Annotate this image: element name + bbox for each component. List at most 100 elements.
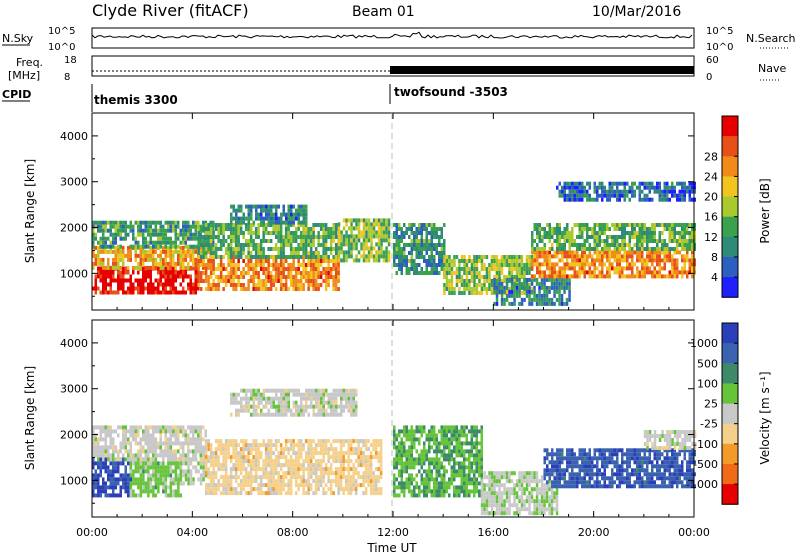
range-cell <box>395 231 398 235</box>
range-cell <box>329 271 333 275</box>
range-cell <box>623 250 626 255</box>
range-cell <box>618 193 621 198</box>
range-cell <box>347 439 350 444</box>
range-cell <box>470 263 474 267</box>
range-cell <box>359 455 363 460</box>
range-cell <box>182 240 185 245</box>
range-cell <box>197 445 200 450</box>
range-cell <box>297 255 300 259</box>
range-cell <box>194 469 198 474</box>
range-cell <box>114 261 117 266</box>
range-cell <box>483 267 486 271</box>
range-cell <box>463 263 466 267</box>
range-cell <box>558 231 561 235</box>
range-cell <box>334 231 338 235</box>
range-cell <box>279 455 283 460</box>
range-cell <box>626 262 629 267</box>
range-cell <box>362 439 365 444</box>
range-cell <box>686 258 689 263</box>
range-cell <box>523 263 526 267</box>
range-cell <box>202 425 205 430</box>
range-cell <box>240 408 243 413</box>
range-cell <box>498 275 501 279</box>
range-cell <box>259 239 263 243</box>
range-cell <box>362 475 365 480</box>
range-cell <box>571 262 574 267</box>
range-cell <box>510 267 514 271</box>
range-cell <box>192 449 195 454</box>
range-cell <box>340 246 343 251</box>
range-cell <box>543 285 546 290</box>
range-cell <box>583 247 586 251</box>
range-cell <box>588 185 591 190</box>
range-cell <box>169 257 172 262</box>
range-cell <box>591 235 594 239</box>
range-cell <box>553 281 556 286</box>
range-cell <box>603 250 606 255</box>
range-cell <box>603 247 606 251</box>
range-cell <box>329 275 333 279</box>
range-cell <box>227 483 230 488</box>
range-cell <box>535 301 539 306</box>
range-cell <box>194 425 197 430</box>
range-cell <box>94 477 97 482</box>
range-cell <box>661 250 664 255</box>
range-cell <box>217 239 220 243</box>
range-cell <box>485 275 489 279</box>
range-cell <box>322 231 325 235</box>
range-cell <box>234 471 238 476</box>
range-cell <box>468 267 471 271</box>
range-cell <box>314 451 318 456</box>
range-cell <box>297 216 300 221</box>
range-cell <box>616 197 619 202</box>
range-cell <box>259 283 263 287</box>
range-cell <box>598 181 601 186</box>
range-cell <box>561 266 564 271</box>
range-cell <box>349 459 353 464</box>
range-cell <box>566 235 569 239</box>
range-cell <box>262 271 265 275</box>
range-cell <box>292 223 295 227</box>
range-cell <box>159 290 162 295</box>
range-cell <box>410 223 413 227</box>
range-cell <box>314 275 318 279</box>
range-cell <box>117 290 120 295</box>
range-cell <box>448 267 451 271</box>
range-cell <box>616 270 619 275</box>
range-cell <box>593 231 596 235</box>
range-cell <box>99 240 102 245</box>
range-cell <box>608 227 611 231</box>
range-cell <box>425 263 428 267</box>
range-cell <box>598 258 601 263</box>
range-cell <box>179 441 182 446</box>
range-cell <box>528 255 531 259</box>
range-cell <box>576 185 579 190</box>
range-cell <box>525 259 529 263</box>
range-cell <box>460 275 464 279</box>
range-cell <box>505 259 509 263</box>
range-cell <box>528 301 531 306</box>
range-cell <box>177 244 180 249</box>
range-cell <box>227 275 230 279</box>
range-cell <box>688 235 691 239</box>
range-cell <box>222 491 225 496</box>
range-cell <box>122 473 125 478</box>
range-cell <box>560 297 564 302</box>
range-cell <box>423 271 426 275</box>
range-cell <box>309 231 313 235</box>
range-cell <box>312 271 315 275</box>
range-cell <box>556 235 559 239</box>
range-cell <box>284 279 288 283</box>
range-cell <box>334 483 338 488</box>
range-cell <box>646 227 649 231</box>
range-cell <box>242 275 245 279</box>
range-cell <box>232 491 235 496</box>
range-cell <box>97 249 100 254</box>
range-cell <box>204 240 207 245</box>
range-cell <box>149 240 152 245</box>
range-cell <box>623 243 626 247</box>
range-cell <box>119 457 122 462</box>
range-cell <box>229 467 233 472</box>
range-cell <box>638 250 641 255</box>
